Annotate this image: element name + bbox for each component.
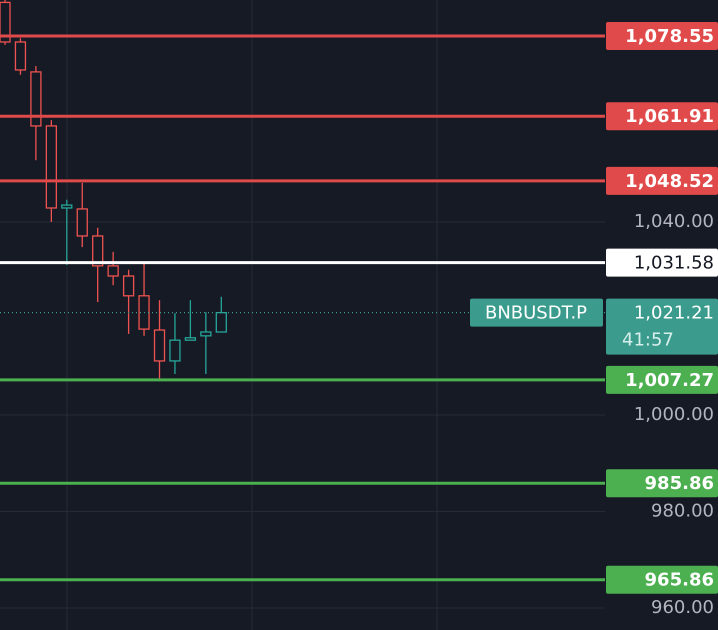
- countdown-label: 41:57: [622, 330, 674, 351]
- price-level-box: [606, 565, 718, 594]
- price-level-box: [606, 248, 718, 277]
- y-tick-label: 960.00: [651, 597, 714, 618]
- current-price-box: [606, 298, 718, 355]
- y-tick-label: 1,040.00: [634, 211, 714, 232]
- y-tick-label: 1,000.00: [634, 404, 714, 425]
- candle-body: [92, 235, 104, 267]
- candle-body: [200, 331, 212, 337]
- y-tick-label: 980.00: [651, 500, 714, 521]
- price-level-label: 1,007.27: [625, 370, 714, 391]
- price-level-label: 1,078.55: [625, 26, 714, 47]
- candle-body: [30, 71, 42, 127]
- candle-body: [122, 275, 135, 297]
- candle-body: [14, 41, 27, 71]
- candle-body: [0, 1, 11, 43]
- candle-body: [61, 204, 73, 209]
- symbol-box: [470, 298, 603, 327]
- candle-body: [76, 208, 88, 237]
- price-level-label: 1,048.52: [625, 171, 714, 192]
- price-level-box: [606, 21, 718, 50]
- price-level-label: 1,061.91: [625, 106, 714, 127]
- candle-body: [215, 311, 227, 333]
- candle-body: [107, 265, 119, 277]
- price-level-label: 1,031.58: [634, 253, 714, 274]
- price-level-box: [606, 365, 718, 394]
- symbol-label: BNBUSDT.P: [485, 303, 587, 324]
- candle-body: [153, 329, 166, 362]
- price-level-box: [606, 469, 718, 498]
- candle-body: [184, 337, 197, 341]
- price-level-box: [606, 102, 718, 131]
- price-level-label: 965.86: [645, 570, 714, 591]
- candle-body: [45, 125, 57, 209]
- candle-body: [169, 339, 181, 362]
- current-price-label: 1,021.21: [634, 303, 714, 324]
- price-level-box: [606, 166, 718, 195]
- price-level-label: 985.86: [645, 473, 714, 494]
